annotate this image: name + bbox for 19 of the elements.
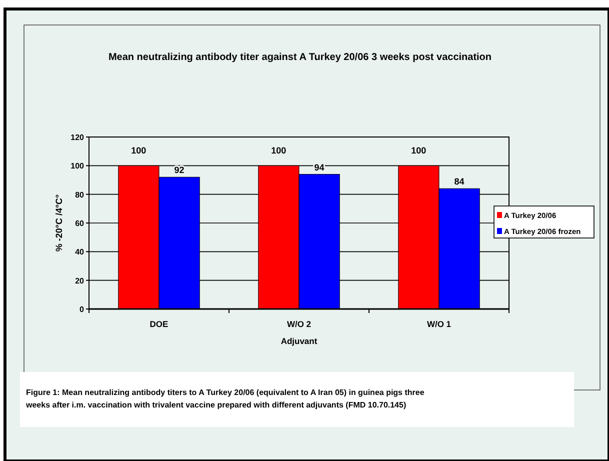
y-axis-title: % -20°C /4°C°: [54, 194, 64, 252]
data-label: 100: [131, 146, 146, 156]
data-label: 92: [174, 165, 184, 176]
data-label: 84: [454, 176, 464, 187]
data-label: 100: [271, 146, 286, 156]
caption: Figure 1: Mean neutralizing antibody titers to A Turkey 20/06 (equivalent to A Iran 05) in guinea pigs three weeks after i.m. vaccination with trivalent vaccine prepared with different adjuvants (FMD 10.70.145): [25, 388, 425, 410]
y-tick-label: 40: [75, 248, 85, 257]
y-tick-label: 100: [70, 162, 85, 171]
y-tick-label: 60: [75, 219, 85, 228]
x-tick-label: W/O 1: [426, 319, 452, 329]
data-label: 100: [411, 146, 426, 156]
x-axis-title: Adjuvant: [280, 336, 318, 346]
y-tick-label: 0: [80, 305, 85, 314]
y-tick-label: 20: [75, 276, 85, 286]
chart-title: Mean neutralizing antibody titer against A Turkey 20/06 3 weeks post vaccination: [108, 52, 492, 63]
x-tick-label: DOE: [150, 319, 169, 329]
x-tick-label: W/O 2: [286, 319, 312, 329]
y-tick-label: 120: [70, 133, 85, 142]
y-tick-label: 80: [75, 190, 85, 200]
